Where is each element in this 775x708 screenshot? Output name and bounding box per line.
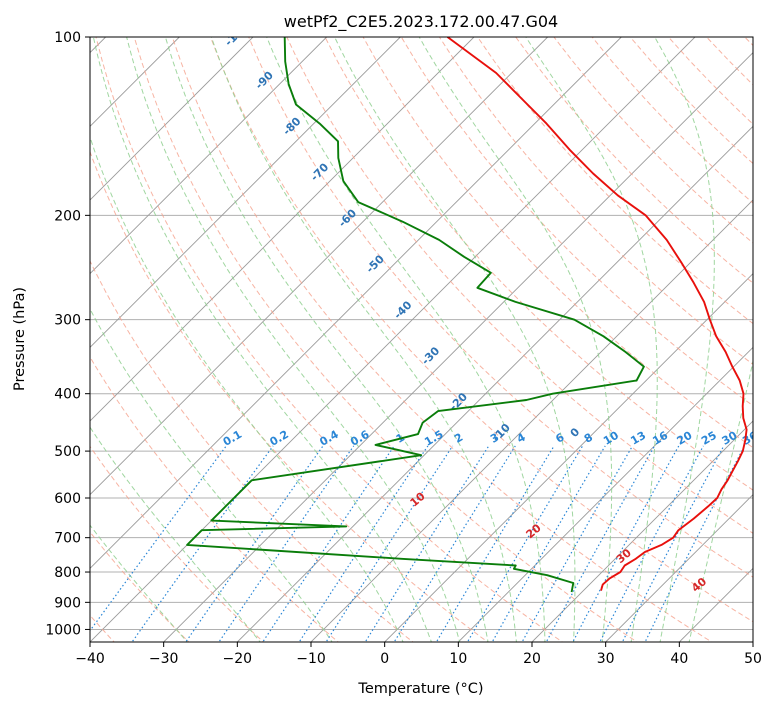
moist-adiabat-line [90,308,333,642]
isotherm-line [163,52,753,642]
moist-adiabat-line [90,426,261,642]
isotherm-line [90,37,401,348]
mixing-ratio-line [262,445,395,642]
x-tick-label: −30 [149,651,179,667]
mixing-ratio-line [599,445,704,642]
dry-adiabat-line [477,37,753,325]
mixing-ratio-line [298,445,429,642]
isotherm-line [90,37,254,201]
isotherm-line [605,494,753,642]
y-tick-label: 500 [54,444,81,460]
dewpoint-trace [186,37,645,593]
dry-adiabat-lines [90,37,753,642]
mixing-ratio-line [491,445,606,642]
x-tick-label: 50 [744,651,762,667]
isotherm-line [237,125,753,642]
dry-adiabat-line [95,37,564,642]
y-tick-label: 200 [54,208,81,224]
x-axis-title: Temperature (°C) [357,681,483,697]
sounding-traces [186,37,748,593]
isotherm-line [90,37,622,569]
moist-adiabat-line [92,37,432,642]
isotherm-line [531,420,753,642]
y-tick-label: 1000 [45,622,81,638]
moist-adiabat-line [654,37,715,642]
dry-adiabat-line [286,37,753,534]
isotherm-lines [90,37,753,642]
moist-adiabat-line [688,358,753,642]
mixing-ratio-line [393,445,516,642]
y-tick-label: 800 [54,565,81,581]
x-tick-label: 30 [597,651,615,667]
mixing-ratio-line [364,445,490,642]
y-axis-title: Pressure (hPa) [12,287,28,391]
moist-adiabat-line [210,37,518,642]
dry-adiabat-line [133,37,638,642]
x-tick-label: −20 [223,651,253,667]
moist-adiabat-line [525,37,658,642]
dry-adiabat-line [324,37,753,491]
mixing-ratio-line [466,445,584,642]
dry-adiabat-line [90,445,265,642]
y-tick-label: 400 [54,387,81,403]
y-tick-label: 700 [54,531,81,547]
dry-adiabat-line [362,37,753,449]
moist-adiabat-line [266,37,546,642]
isotherm-line [90,37,475,422]
y-tick-label: 600 [54,491,81,507]
y-tick-label: 100 [54,30,81,46]
mixing-ratio-line [572,445,680,642]
mixing-ratio-line [185,445,324,642]
isotherm-line [90,37,548,496]
mixing-ratio-line [325,445,454,642]
moist-adiabat-line [164,37,489,642]
y-tick-label: 300 [54,313,81,329]
dry-adiabat-line [171,37,713,642]
y-axis-ticks: 100 200 300 400 500 600 700 800 900 1000 [45,30,90,638]
moist-adiabat-line [90,135,404,642]
isotherm-line [90,37,327,275]
x-tick-label: 10 [449,651,467,667]
dry-adiabat-line [90,150,489,642]
dry-adiabat-line [210,37,753,623]
moist-adiabat-lines [90,37,753,642]
y-tick-label: 900 [54,595,81,611]
isotherm-line [458,346,753,642]
isotherm-line [384,273,753,642]
x-axis-ticks: −40 −30 −20 −10 0 10 20 30 40 50 [75,642,762,667]
isotherm-line [310,199,753,642]
dry-adiabat-line [438,37,753,366]
moist-adiabat-line [418,37,613,642]
temperature-trace [446,37,748,591]
plot-frame [89,36,754,643]
plot-area: -100-90-80-70-60-50-40-30-20-1000.10.20.… [90,20,753,642]
x-tick-label: −10 [296,651,326,667]
isotherm-label: -100 [222,20,251,49]
mixing-ratio-line [218,445,355,642]
x-tick-label: 0 [380,651,389,667]
dry-adiabat-line [90,356,339,642]
x-tick-label: 40 [670,651,688,667]
dry-adiabat-line [90,531,190,642]
pressure-gridlines [90,37,753,630]
moist-adiabat-line [126,37,461,642]
dry-adiabat-line [90,259,414,642]
mixing-ratio-lines [90,445,746,642]
x-tick-label: 20 [523,651,541,667]
x-tick-label: −40 [75,651,105,667]
moist-adiabat-line [334,37,576,642]
chart-title: wetPf2_C2E5.2023.172.00.47.G04 [284,12,558,32]
